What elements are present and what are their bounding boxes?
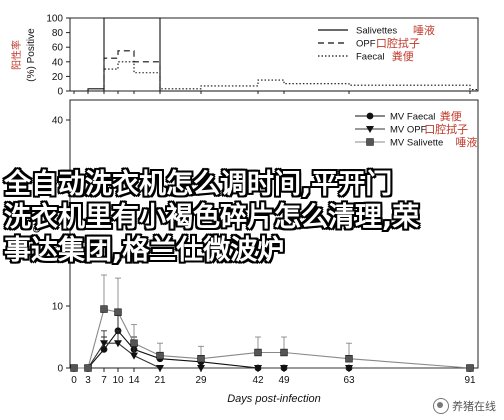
panel2-legend-label: MV Faecal [390,112,435,123]
panel2-point-square [254,348,262,357]
panel1-series-opf [74,50,478,92]
panel1-ytick-label: 40 [52,57,64,68]
panel2-point-square [100,305,108,313]
panel2-point-triangle [100,340,108,348]
panel2-ytick-label: 20 [52,240,64,251]
panel2-point-square [466,364,474,372]
panel2-point-triangle [280,365,288,372]
panel2-point-square [70,364,78,372]
panel2-legend-label: MV Salivette [390,138,443,149]
overlay-caption-line-3: 事达集团,格兰仕微波炉 [4,235,285,266]
panel2-xtick-label: 14 [128,375,140,386]
panel2-point-circle [100,346,108,353]
panel1-legend-label: OPF [356,39,376,50]
panel2-xtick-label: 10 [112,375,124,386]
panel2-point-square [156,351,164,360]
panel1-ytick-label: 60 [52,43,64,54]
overlay-caption-line-2: 洗衣机里有小褐色碎片怎么清理,荣 [4,202,420,233]
panel2-xtick-label: 91 [464,375,476,386]
panel2-ylabel: 45 Ct [32,223,43,247]
panel1-legend-label: Faecal [356,52,385,63]
panel2-legend-marker [366,138,374,146]
panel2-point-triangle [197,365,205,372]
panel2-legend-marker [366,112,374,120]
panel2-xtick-label: 3 [85,375,91,386]
panel2-xtick-label: 21 [154,375,166,386]
panel1-ytick-label: 0 [57,87,63,98]
panel1-ytick-label: 100 [46,14,63,25]
panel2-ytick-label: 40 [52,116,64,127]
panel1-ytick-label: 80 [52,28,64,39]
panel1-legend-label-cn: 口腔拭子 [376,36,420,50]
panel2-legend-label-cn: 唾液 [455,135,477,149]
panel2-point-triangle [130,352,138,360]
panel2-xtick-label: 42 [252,375,264,386]
panel1-legend-label: Salivettes [356,26,397,37]
panel2-xtick-label: 29 [195,375,207,386]
panel2-ytick-label: 0 [57,364,63,375]
panel2-point-triangle [254,365,262,372]
panel2-ytick-label: 10 [52,302,64,313]
panel2-xtick-label: 63 [343,375,355,386]
panel2-point-triangle [156,365,164,372]
panel2-legend-label: MV OPF [390,125,427,136]
watermark: 养猪在线 [433,398,496,414]
panel2-legend-marker [366,126,374,133]
panel2-point-square [130,339,138,347]
panel2-xtick-label: 49 [278,375,290,386]
panel2-point-square [197,354,205,363]
panel1-legend-label-cn: 粪便 [392,49,414,63]
panel1-ylabel: (%) Positive [26,28,37,82]
panel2-ytick-label: 30 [52,178,64,189]
panel2-series-line-square [74,308,471,369]
panel2-xtick-label: 0 [71,375,77,386]
wechat-icon [433,398,449,414]
panel2-legend-label-cn: 口腔拭子 [424,122,468,136]
panel2-point-square [84,364,92,372]
overlay-caption-line-1: 全自动洗衣机怎么调时间,平开门 [4,169,393,200]
panel1-legend-label-cn: 唾液 [413,23,435,37]
panel2-point-triangle [114,340,122,348]
panel1-series-faecal [74,61,478,92]
watermark-text: 养猪在线 [452,400,496,413]
panel2-point-square [345,354,353,363]
panel2-xlabel: Days post-infection [227,393,321,405]
panel2-point-triangle [345,365,353,372]
panel2-point-square [114,308,122,316]
panel1-ytick-label: 20 [52,72,64,83]
panel2-point-square [280,348,288,357]
panel1-ylabel-cn: 阳性率 [10,40,23,70]
panel2-legend-label-cn: 粪便 [440,109,462,123]
panel2-xtick-label: 7 [101,375,107,386]
